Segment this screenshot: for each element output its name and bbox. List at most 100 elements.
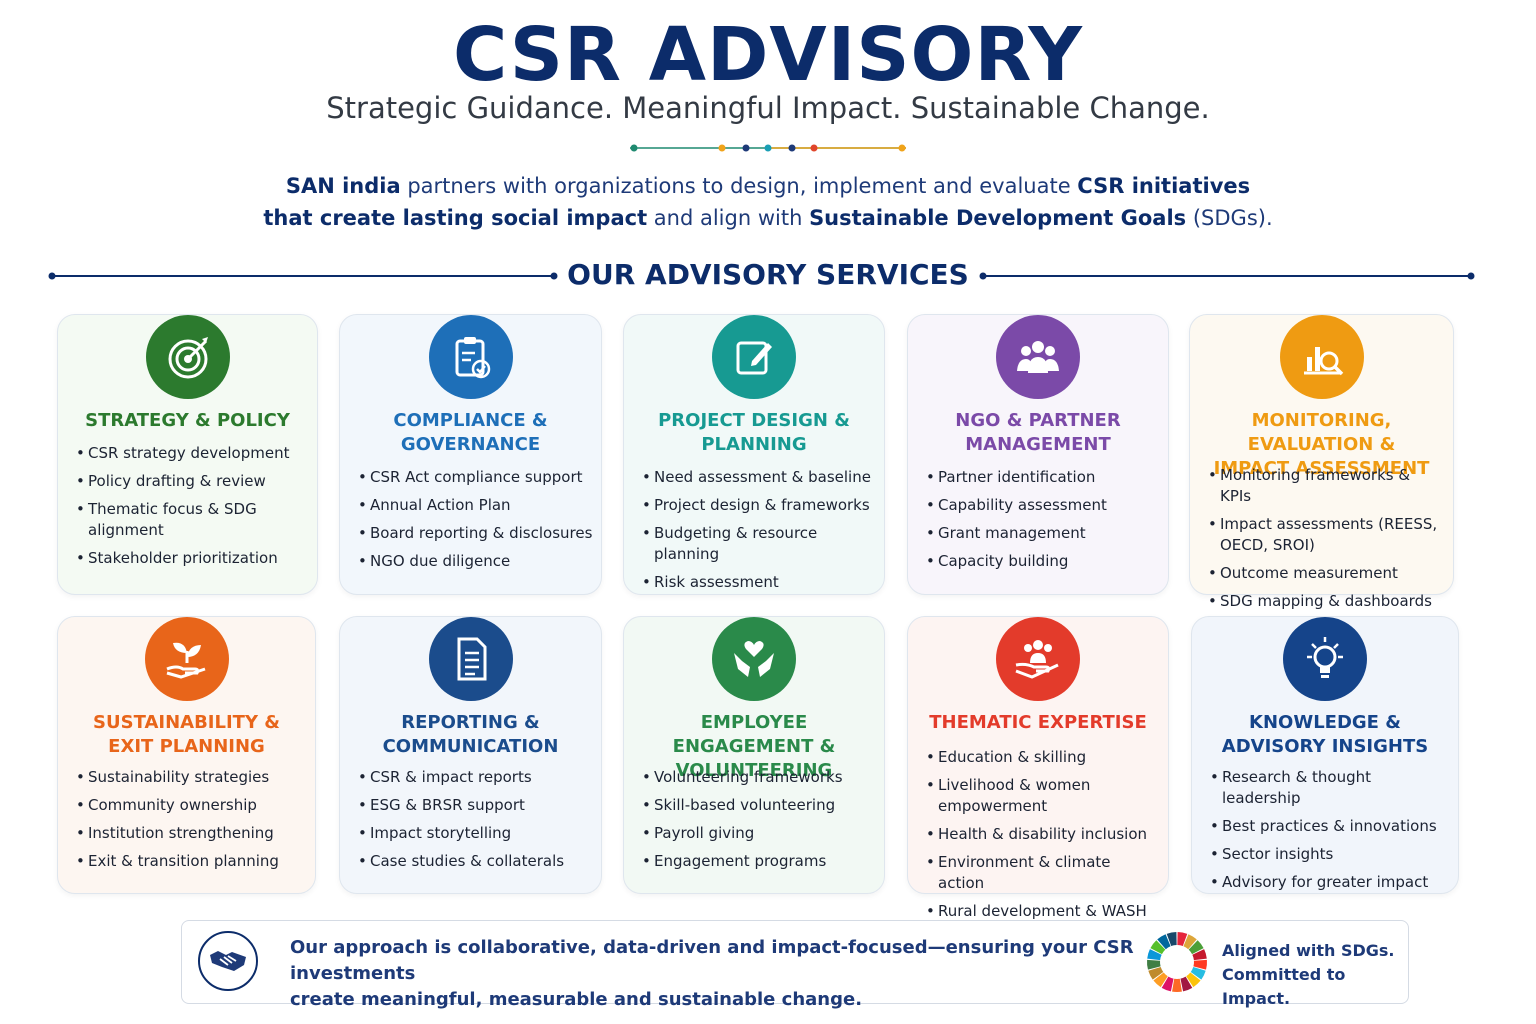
community-hand-icon	[996, 617, 1080, 701]
service-card-list: Sustainability strategies Community owner…	[76, 767, 307, 879]
list-item: Budgeting & resource planning	[642, 523, 876, 565]
service-card-title: COMPLIANCE & GOVERNANCE	[348, 409, 593, 457]
list-item: Monitoring frameworks & KPIs	[1208, 465, 1445, 507]
list-item: Partner identification	[926, 467, 1160, 488]
service-card-title-line: MANAGEMENT	[965, 434, 1111, 455]
handshake-icon	[198, 931, 258, 991]
sdg-wheel-segment	[1190, 966, 1206, 980]
service-card-title-line: STRATEGY & POLICY	[85, 410, 290, 431]
clipboard-check-icon	[428, 315, 513, 399]
list-item: Capability assessment	[926, 495, 1160, 516]
list-item: Grant management	[926, 523, 1160, 544]
document-icon	[428, 617, 513, 701]
sdg-wheel-segment	[1172, 978, 1182, 992]
service-card-title-line: ADVISORY INSIGHTS	[1221, 736, 1429, 757]
service-card: COMPLIANCE & GOVERNANCE CSR Act compliance…	[339, 314, 602, 595]
list-item: Policy drafting & review	[76, 471, 309, 492]
lightbulb-icon	[1283, 617, 1367, 701]
sdg-wheel-segment	[1147, 959, 1161, 970]
divider-dot	[810, 144, 818, 152]
service-card-title: STRATEGY & POLICY	[66, 409, 309, 433]
aligned-line-2: Committed to Impact.	[1222, 965, 1346, 1008]
list-item: Thematic focus & SDG alignment	[76, 499, 309, 541]
service-card-list: Monitoring frameworks & KPIs Impact asses…	[1208, 465, 1445, 619]
service-card-title-line: NGO & PARTNER	[955, 410, 1121, 431]
service-card-list: Partner identification Capability assessm…	[926, 467, 1160, 579]
chart-magnifier-icon	[1279, 315, 1364, 399]
list-item: Research & thought leadership	[1210, 767, 1450, 809]
sdg-wheel-segment	[1177, 932, 1188, 947]
aligned-line-1: Aligned with SDGs.	[1222, 941, 1395, 960]
divider-dot	[788, 144, 796, 152]
intro-text: SAN india partners with organizations to…	[0, 170, 1536, 234]
service-card-title-line: COMMUNICATION	[382, 736, 559, 757]
sdg-wheel-segment	[1157, 934, 1171, 950]
intro-segment: (SDGs).	[1186, 206, 1273, 230]
sdg-wheel-segment	[1183, 934, 1197, 950]
service-card-title-line: PROJECT DESIGN &	[658, 410, 850, 431]
service-card: STRATEGY & POLICY CSR strategy developmen…	[57, 314, 318, 595]
list-item: SDG mapping & dashboards	[1208, 591, 1445, 612]
service-card: PROJECT DESIGN & PLANNING Need assessment …	[623, 314, 885, 595]
intro-segment: partners with organizations to design, i…	[400, 174, 1078, 198]
intro-segment: CSR initiatives	[1077, 174, 1251, 198]
service-card-title-line: KNOWLEDGE &	[1249, 712, 1401, 733]
list-item: Community ownership	[76, 795, 307, 816]
list-item: Sector insights	[1210, 844, 1450, 865]
service-card-list: Volunteering frameworks Skill-based volun…	[642, 767, 876, 879]
list-item: ESG & BRSR support	[358, 795, 593, 816]
list-item: Volunteering frameworks	[642, 767, 876, 788]
list-item: Risk assessment	[642, 572, 876, 593]
section-line-right	[979, 272, 1475, 280]
list-item: Impact storytelling	[358, 823, 593, 844]
list-item: Annual Action Plan	[358, 495, 593, 516]
list-item: Institution strengthening	[76, 823, 307, 844]
divider-dot	[742, 144, 750, 152]
target-icon	[145, 315, 230, 399]
sdg-aligned-text: Aligned with SDGs. Committed to Impact.	[1222, 939, 1402, 1011]
service-card-title-line: THEMATIC EXPERTISE	[929, 712, 1147, 733]
service-card-list: Education & skilling Livelihood & women e…	[926, 747, 1160, 929]
intro-segment: and align with	[647, 206, 810, 230]
sdg-wheel-segment	[1180, 976, 1193, 992]
list-item: Advisory for greater impact	[1210, 872, 1450, 893]
service-card-title: THEMATIC EXPERTISE	[916, 711, 1160, 735]
service-card-list: CSR strategy development Policy drafting …	[76, 443, 309, 576]
intro-segment: SAN india	[285, 174, 401, 198]
list-item: Capacity building	[926, 551, 1160, 572]
list-item: Project design & frameworks	[642, 495, 876, 516]
list-item: NGO due diligence	[358, 551, 593, 572]
footer-message-line-1: Our approach is collaborative, data-driv…	[290, 937, 1134, 984]
service-card: NGO & PARTNER MANAGEMENT Partner identific…	[907, 314, 1169, 595]
list-item: CSR Act compliance support	[358, 467, 593, 488]
service-card-title-line: REPORTING &	[401, 712, 540, 733]
list-item: CSR strategy development	[76, 443, 309, 464]
dot-divider	[630, 144, 906, 152]
list-item: Impact assessments (REESS, OECD, SROI)	[1208, 514, 1445, 556]
list-item: Health & disability inclusion	[926, 824, 1160, 845]
service-card: THEMATIC EXPERTISE Education & skilling Li…	[907, 616, 1169, 922]
service-card: REPORTING & COMMUNICATION CSR & impact rep…	[339, 616, 602, 894]
footer-message-line-2: create meaningful, measurable and sustai…	[290, 989, 863, 1010]
sdg-wheel-segment	[1147, 949, 1162, 961]
section-title: OUR ADVISORY SERVICES	[567, 258, 969, 291]
service-card-list: CSR Act compliance support Annual Action …	[358, 467, 593, 579]
list-item: Case studies & collaterals	[358, 851, 593, 872]
list-item: Skill-based volunteering	[642, 795, 876, 816]
divider-dot	[764, 144, 772, 152]
service-card: MONITORING, EVALUATION & IMPACT ASSESSMEN…	[1189, 314, 1454, 612]
sdg-wheel-segment	[1161, 976, 1174, 992]
service-card-title: REPORTING & COMMUNICATION	[348, 711, 593, 759]
list-item: Board reporting & disclosures	[358, 523, 593, 544]
edit-document-icon	[712, 315, 796, 399]
service-card-title-line: COMPLIANCE &	[393, 410, 548, 431]
heart-hands-icon	[712, 617, 796, 701]
list-item: CSR & impact reports	[358, 767, 593, 788]
intro-line-2: that create lasting social impact and al…	[0, 202, 1536, 234]
list-item: Exit & transition planning	[76, 851, 307, 872]
list-item: Education & skilling	[926, 747, 1160, 768]
intro-line-1: SAN india partners with organizations to…	[0, 170, 1536, 202]
sdg-wheel-segment	[1153, 972, 1168, 988]
service-card-title-line: GOVERNANCE	[400, 434, 541, 455]
list-item: Engagement programs	[642, 851, 876, 872]
